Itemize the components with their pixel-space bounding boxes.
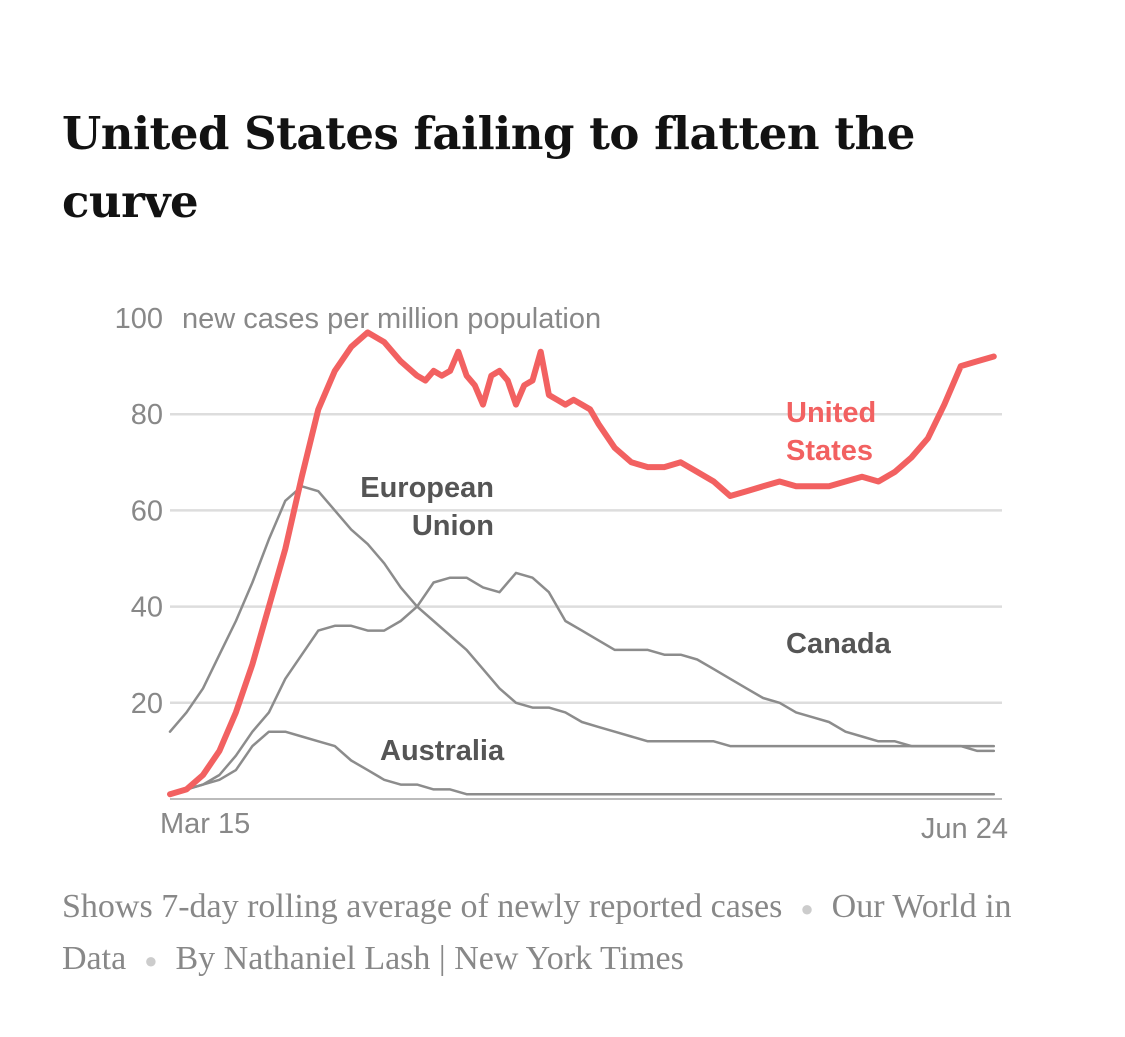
y-tick-label: 20 bbox=[131, 688, 163, 720]
series-line-australia bbox=[168, 730, 996, 796]
x-tick-end: Jun 24 bbox=[921, 813, 1008, 845]
footer-note: Shows 7-day rolling average of newly rep… bbox=[62, 888, 783, 925]
x-tick-start: Mar 15 bbox=[160, 808, 250, 840]
series-label: European bbox=[360, 472, 494, 504]
separator-dot-icon: ● bbox=[144, 948, 158, 974]
chart-title: United States failing to flatten the cur… bbox=[62, 107, 915, 228]
y-tick-label: 100 bbox=[115, 303, 163, 335]
separator-dot-icon: ● bbox=[800, 896, 814, 922]
y-tick-label: 60 bbox=[131, 495, 163, 527]
footer-source: Our World in Data bbox=[62, 888, 1012, 978]
y-axis-label: new cases per million population bbox=[182, 303, 601, 335]
y-tick-label: 40 bbox=[131, 592, 163, 624]
line-chart: 20 40 60 80 100 new cases per million popula… bbox=[115, 303, 1008, 845]
series-label: Australia bbox=[380, 735, 505, 767]
y-tick-labels: 20 40 60 80 100 bbox=[115, 303, 163, 720]
series-label: Union bbox=[412, 510, 494, 542]
chart-footer: Shows 7-day rolling average of newly rep… bbox=[62, 882, 1072, 986]
series-labels: United States European Union Canada Australia bbox=[360, 397, 891, 767]
series-label: States bbox=[786, 435, 873, 467]
y-tick-label: 80 bbox=[131, 399, 163, 431]
series-lines bbox=[167, 329, 997, 798]
series-label: Canada bbox=[786, 628, 892, 660]
series-line-canada bbox=[168, 571, 996, 796]
footer-byline: By Nathaniel Lash | New York Times bbox=[175, 940, 684, 978]
grid-lines bbox=[170, 412, 1002, 705]
series-line-european-union bbox=[168, 485, 996, 748]
series-label: United bbox=[786, 397, 876, 429]
series-line-united-states bbox=[167, 329, 997, 798]
